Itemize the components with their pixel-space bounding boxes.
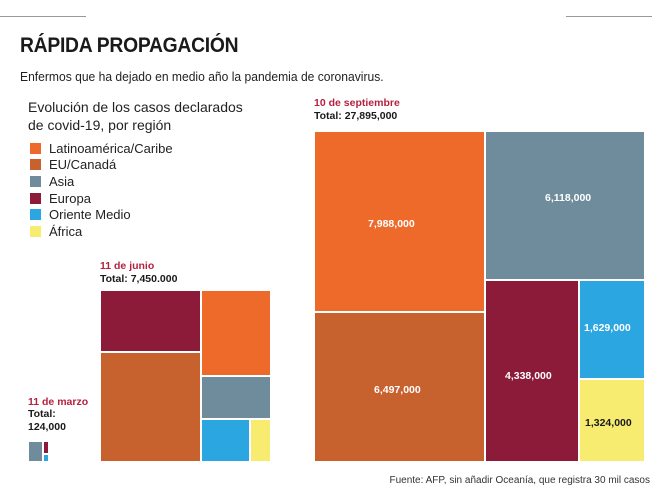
sept-value-label-latam: 7,988,000: [368, 218, 415, 230]
legend-label-na: EU/Canadá: [49, 157, 117, 173]
sept-rect-europe: [485, 280, 579, 462]
sept-rect-africa: [579, 379, 645, 462]
top-rule-right: [566, 16, 652, 17]
legend-title: Evolución de los casos declarados de cov…: [28, 99, 243, 133]
march-rect-europe: [43, 441, 49, 454]
legend-swatch-asia: [30, 175, 41, 187]
march-rect-me: [43, 454, 49, 462]
march-date-label: 11 de marzo: [28, 396, 89, 408]
legend-swatch-latam: [30, 142, 41, 154]
source-note: Fuente: AFP, sin añadir Oceanía, que reg…: [389, 475, 650, 486]
sept-value-label-africa: 1,324,000: [585, 417, 632, 429]
june-total-label: Total: 7,450.000: [100, 273, 178, 285]
march-total-label: Total:: [28, 408, 56, 420]
top-rule-left: [0, 16, 86, 17]
legend-item-africa: África: [30, 223, 173, 240]
sept-rect-me: [579, 280, 645, 379]
legend-label-europe: Europa: [49, 190, 91, 206]
subtitle: Enfermos que ha dejado en medio año la p…: [20, 69, 384, 84]
sept-value-label-asia: 6,118,000: [545, 192, 592, 204]
sept-rect-na: [314, 312, 485, 462]
legend-label-latam: Latinoamérica/Caribe: [49, 140, 173, 156]
sept-total-label: Total: 27,895,000: [314, 110, 398, 122]
legend-label-asia: Asia: [49, 173, 75, 189]
legend-label-africa: África: [49, 223, 83, 239]
legend-item-europe: Europa: [30, 190, 173, 207]
legend-swatch-africa: [30, 225, 41, 237]
march-total-value: 124,000: [28, 421, 66, 433]
page-title: RÁPIDA PROPAGACIÓN: [20, 34, 239, 57]
june-rect-africa: [250, 419, 271, 462]
sept-value-label-na: 6,497,000: [374, 384, 421, 396]
legend-item-na: EU/Canadá: [30, 157, 173, 174]
june-rect-me: [201, 419, 250, 462]
june-rect-na: [100, 352, 201, 462]
march-rect-asia: [28, 441, 43, 462]
june-rect-europe: [100, 290, 201, 352]
legend-item-asia: Asia: [30, 173, 173, 190]
legend-label-me: Oriente Medio: [49, 207, 131, 223]
june-rect-asia: [201, 376, 271, 419]
legend-swatch-me: [30, 209, 41, 221]
june-rect-latam: [201, 290, 271, 376]
legend-item-me: Oriente Medio: [30, 206, 173, 223]
june-date-label: 11 de junio: [100, 260, 155, 272]
sept-value-label-me: 1,629,000: [584, 322, 631, 334]
sept-date-label: 10 de septiembre: [314, 97, 400, 109]
legend-swatch-europe: [30, 192, 41, 204]
legend-swatch-na: [30, 159, 41, 171]
legend: Latinoamérica/Caribe EU/Canadá Asia Europa O…: [30, 140, 173, 240]
legend-item-latam: Latinoamérica/Caribe: [30, 140, 173, 157]
sept-value-label-europe: 4,338,000: [505, 370, 552, 382]
sept-rect-asia: [485, 131, 645, 280]
sept-rect-latam: [314, 131, 485, 312]
